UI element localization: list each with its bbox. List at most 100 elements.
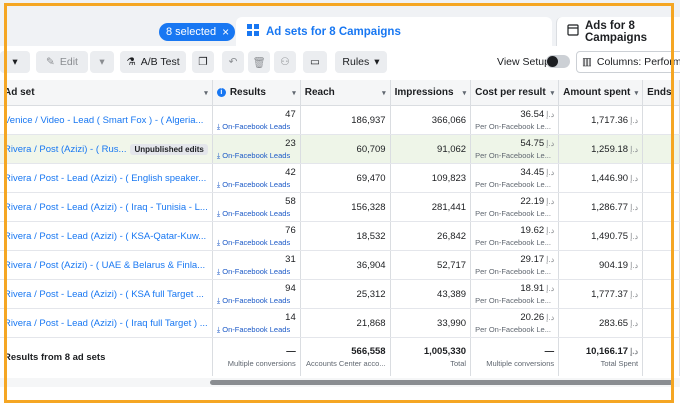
ad-set-name[interactable]: Rivera / Post - Lead (Azizi) - ( KSA-Qat… [0, 221, 213, 251]
selected-pill-label: 8 selected [166, 26, 217, 38]
cost-per-result-cell: 36.54 د.إ Per On-Facebook Le... [470, 105, 560, 135]
horizontal-scrollbar[interactable] [210, 380, 674, 385]
ad-set-name[interactable]: Rivera / Post - Lead (Azizi) - ( Iraq - … [0, 192, 213, 222]
cost-per-result-cell: 19.62 د.إ Per On-Facebook Le... [470, 221, 560, 251]
column-header-ad-set[interactable]: Ad set ▾ [0, 80, 213, 106]
table-row[interactable]: Rivera / Post (Azizi) - ( Rus... Unpublis… [0, 134, 680, 164]
ends-cell [642, 105, 680, 135]
totals-label: Results from 8 ad sets [0, 337, 213, 376]
totals-cpr-sub: Multiple conversions [486, 359, 555, 368]
preview-icon: ▭ [310, 56, 320, 68]
close-icon[interactable]: × [222, 25, 230, 39]
table-row[interactable]: Rivera / Post (Azizi) - ( UAE & Belarus … [0, 250, 680, 280]
impressions-cell: 281,441 [390, 192, 472, 222]
columns-label: Columns: Performance [596, 56, 680, 68]
amount-spent-cell: 1,446.90 د.إ [558, 163, 644, 193]
ends-cell [642, 192, 680, 222]
table-row[interactable]: Rivera / Post - Lead (Azizi) - ( Iraq fu… [0, 308, 680, 338]
clipboard-icon: ❐ [198, 56, 208, 68]
totals-results: — [286, 346, 296, 357]
ad-set-name[interactable]: Venice / Video - Lead ( Smart Fox ) - ( … [0, 105, 213, 135]
amount-spent-cell: 1,717.36 د.إ [558, 105, 644, 135]
amount-spent-cell: 1,286.77 د.إ [558, 192, 644, 222]
tab-ad-sets[interactable]: Ad sets for 8 Campaigns [236, 17, 552, 46]
table-row[interactable]: Rivera / Post - Lead (Azizi) - ( Iraq - … [0, 192, 680, 222]
totals-reach: 566,558 [351, 346, 386, 357]
totals-reach-sub: Accounts Center acco... [305, 359, 386, 368]
cost-per-result-cell: 34.45 د.إ Per On-Facebook Le... [470, 163, 560, 193]
tab-ads[interactable]: Ads for 8 Campaigns [556, 17, 680, 46]
table-row[interactable]: Rivera / Post - Lead (Azizi) - ( KSA-Qat… [0, 221, 680, 251]
impressions-cell: 366,066 [390, 105, 472, 135]
column-header-cost-per-result[interactable]: Cost per result ▾ [470, 80, 560, 106]
top-bar: 8 selected × Ad sets for 8 Campaigns Ads… [0, 0, 680, 46]
download-icon: ⤓ [216, 208, 221, 218]
amount-spent-cell: 1,777.37 د.إ [558, 279, 644, 309]
undo-button[interactable]: ↶ [222, 51, 244, 73]
edit-button[interactable]: ✎ Edit [36, 51, 88, 73]
table-header-row: Ad set ▾ i Results ▾ Reach ▾ Impressions ▾ Co… [0, 80, 680, 106]
ad-set-name[interactable]: Rivera / Post (Azizi) - ( Rus... Unpublis… [0, 134, 213, 164]
totals-impressions-sub: Total [450, 359, 467, 368]
edit-dropdown-button[interactable]: ▾ [90, 51, 114, 73]
impressions-cell: 33,990 [390, 308, 472, 338]
download-icon: ⤓ [216, 179, 221, 189]
ab-test-button[interactable]: ⚗ A/B Test [120, 51, 186, 73]
results-cell: 31 ⤓ On-Facebook Leads [212, 250, 301, 280]
impressions-cell: 91,062 [390, 134, 472, 164]
impressions-cell: 52,717 [390, 250, 472, 280]
column-header-reach[interactable]: Reach ▾ [300, 80, 391, 106]
columns-button[interactable]: ▥ Columns: Performance [576, 51, 680, 73]
totals-impressions: 1,005,330 [423, 346, 467, 357]
toolbar: ▾ ✎ Edit ▾ ⚗ A/B Test ❐ ↶ 🗑 ⚇ ▭ Rules ▾ … [0, 46, 680, 78]
cost-per-result-cell: 54.75 د.إ Per On-Facebook Le... [470, 134, 560, 164]
pencil-icon: ✎ [46, 56, 55, 68]
table-row[interactable]: Rivera / Post - Lead (Azizi) - ( KSA ful… [0, 279, 680, 309]
reach-cell: 18,532 [300, 221, 391, 251]
edit-label: Edit [59, 56, 78, 68]
view-setup-label: View Setup [497, 56, 550, 68]
column-header-ends[interactable]: Ends [642, 80, 680, 106]
ad-set-name[interactable]: Rivera / Post - Lead (Azizi) - ( KSA ful… [0, 279, 213, 309]
duplicate-button[interactable]: ❐ [192, 51, 214, 73]
table-row[interactable]: Rivera / Post - Lead (Azizi) - ( English… [0, 163, 680, 193]
cost-per-result-cell: 18.91 د.إ Per On-Facebook Le... [470, 279, 560, 309]
amount-spent-cell: 904.19 د.إ [558, 250, 644, 280]
column-header-results[interactable]: i Results ▾ [212, 80, 301, 106]
delete-button[interactable]: 🗑 [248, 51, 270, 73]
people-icon: ⚇ [280, 56, 290, 68]
unpublished-badge: Unpublished edits [130, 143, 208, 155]
cost-per-result-cell: 20.26 د.إ Per On-Facebook Le... [470, 308, 560, 338]
amount-spent-cell: 1,259.18 د.إ [558, 134, 644, 164]
results-cell: 42 ⤓ On-Facebook Leads [212, 163, 301, 193]
ab-test-label: A/B Test [140, 56, 180, 68]
ad-set-name[interactable]: Rivera / Post - Lead (Azizi) - ( Iraq fu… [0, 308, 213, 338]
download-icon: ⤓ [216, 121, 221, 131]
view-setup-toggle[interactable] [546, 55, 570, 68]
amount-spent-cell: 283.65 د.إ [558, 308, 644, 338]
results-cell: 23 ⤓ On-Facebook Leads [212, 134, 301, 164]
selected-pill[interactable]: 8 selected × [159, 23, 236, 41]
tab-ad-sets-label: Ad sets for 8 Campaigns [266, 25, 401, 38]
flask-icon: ⚗ [126, 56, 136, 68]
preview-button[interactable]: ▭ [303, 51, 327, 73]
totals-cpr: — [544, 346, 555, 357]
totals-spent: 10,166.17 د.إ [585, 346, 639, 357]
column-header-impressions[interactable]: Impressions ▾ [390, 80, 472, 106]
column-header-amount-spent[interactable]: Amount spent ▾ [558, 80, 644, 106]
reach-cell: 60,709 [300, 134, 391, 164]
results-cell: 58 ⤓ On-Facebook Leads [212, 192, 301, 222]
columns-icon: ▥ [582, 56, 592, 68]
audience-button[interactable]: ⚇ [274, 51, 296, 73]
download-icon: ⤓ [216, 295, 221, 305]
undo-icon: ↶ [228, 56, 238, 68]
reach-cell: 21,868 [300, 308, 391, 338]
chevron-down-icon: ▾ [99, 56, 105, 68]
results-cell: 47 ⤓ On-Facebook Leads [212, 105, 301, 135]
table-row[interactable]: Venice / Video - Lead ( Smart Fox ) - ( … [0, 105, 680, 135]
ad-set-name[interactable]: Rivera / Post (Azizi) - ( UAE & Belarus … [0, 250, 213, 280]
create-dropdown-button[interactable]: ▾ [0, 51, 30, 73]
ad-set-name[interactable]: Rivera / Post - Lead (Azizi) - ( English… [0, 163, 213, 193]
totals-spent-sub: Total Spent [600, 359, 639, 368]
rules-button[interactable]: Rules ▾ [335, 51, 387, 73]
